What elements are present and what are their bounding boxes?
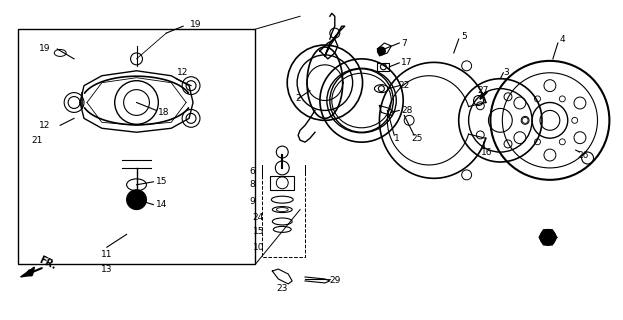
Text: 11: 11 [101, 250, 113, 259]
Text: 4: 4 [560, 35, 566, 44]
Text: 15: 15 [253, 227, 264, 236]
Text: 18: 18 [158, 108, 169, 117]
Bar [378, 63, 389, 71]
Text: 6: 6 [250, 167, 255, 176]
Circle shape [540, 229, 556, 245]
Circle shape [378, 47, 386, 55]
Bar [17, 29, 255, 264]
Text: 14: 14 [156, 200, 167, 209]
Text: 5: 5 [461, 32, 467, 41]
Text: 15: 15 [156, 177, 167, 186]
Text: 16: 16 [481, 148, 492, 156]
Text: 29: 29 [329, 276, 341, 285]
Text: 27: 27 [478, 86, 489, 95]
Text: 26: 26 [577, 150, 588, 160]
Text: 25: 25 [411, 134, 423, 143]
Text: 13: 13 [101, 265, 113, 274]
Text: 20: 20 [545, 237, 556, 246]
Text: 3: 3 [503, 68, 509, 77]
Text: 24: 24 [253, 213, 264, 222]
Text: 1: 1 [394, 134, 400, 143]
Text: 28: 28 [401, 106, 413, 115]
Text: 10: 10 [253, 243, 264, 252]
Text: 19: 19 [39, 44, 50, 53]
Text: 8: 8 [250, 180, 255, 189]
Text: 9: 9 [250, 197, 255, 206]
Text: 21: 21 [32, 136, 43, 145]
Circle shape [126, 190, 146, 210]
Text: 2: 2 [295, 94, 301, 103]
Text: 19: 19 [190, 20, 202, 29]
Text: 12: 12 [178, 68, 189, 77]
Text: FR.: FR. [37, 254, 58, 271]
Text: 22: 22 [399, 81, 410, 90]
Bar [270, 176, 294, 190]
Text: 23: 23 [277, 284, 288, 293]
Text: 17: 17 [401, 58, 413, 67]
Text: 12: 12 [39, 121, 50, 130]
Text: 7: 7 [401, 38, 407, 48]
Polygon shape [21, 267, 34, 277]
